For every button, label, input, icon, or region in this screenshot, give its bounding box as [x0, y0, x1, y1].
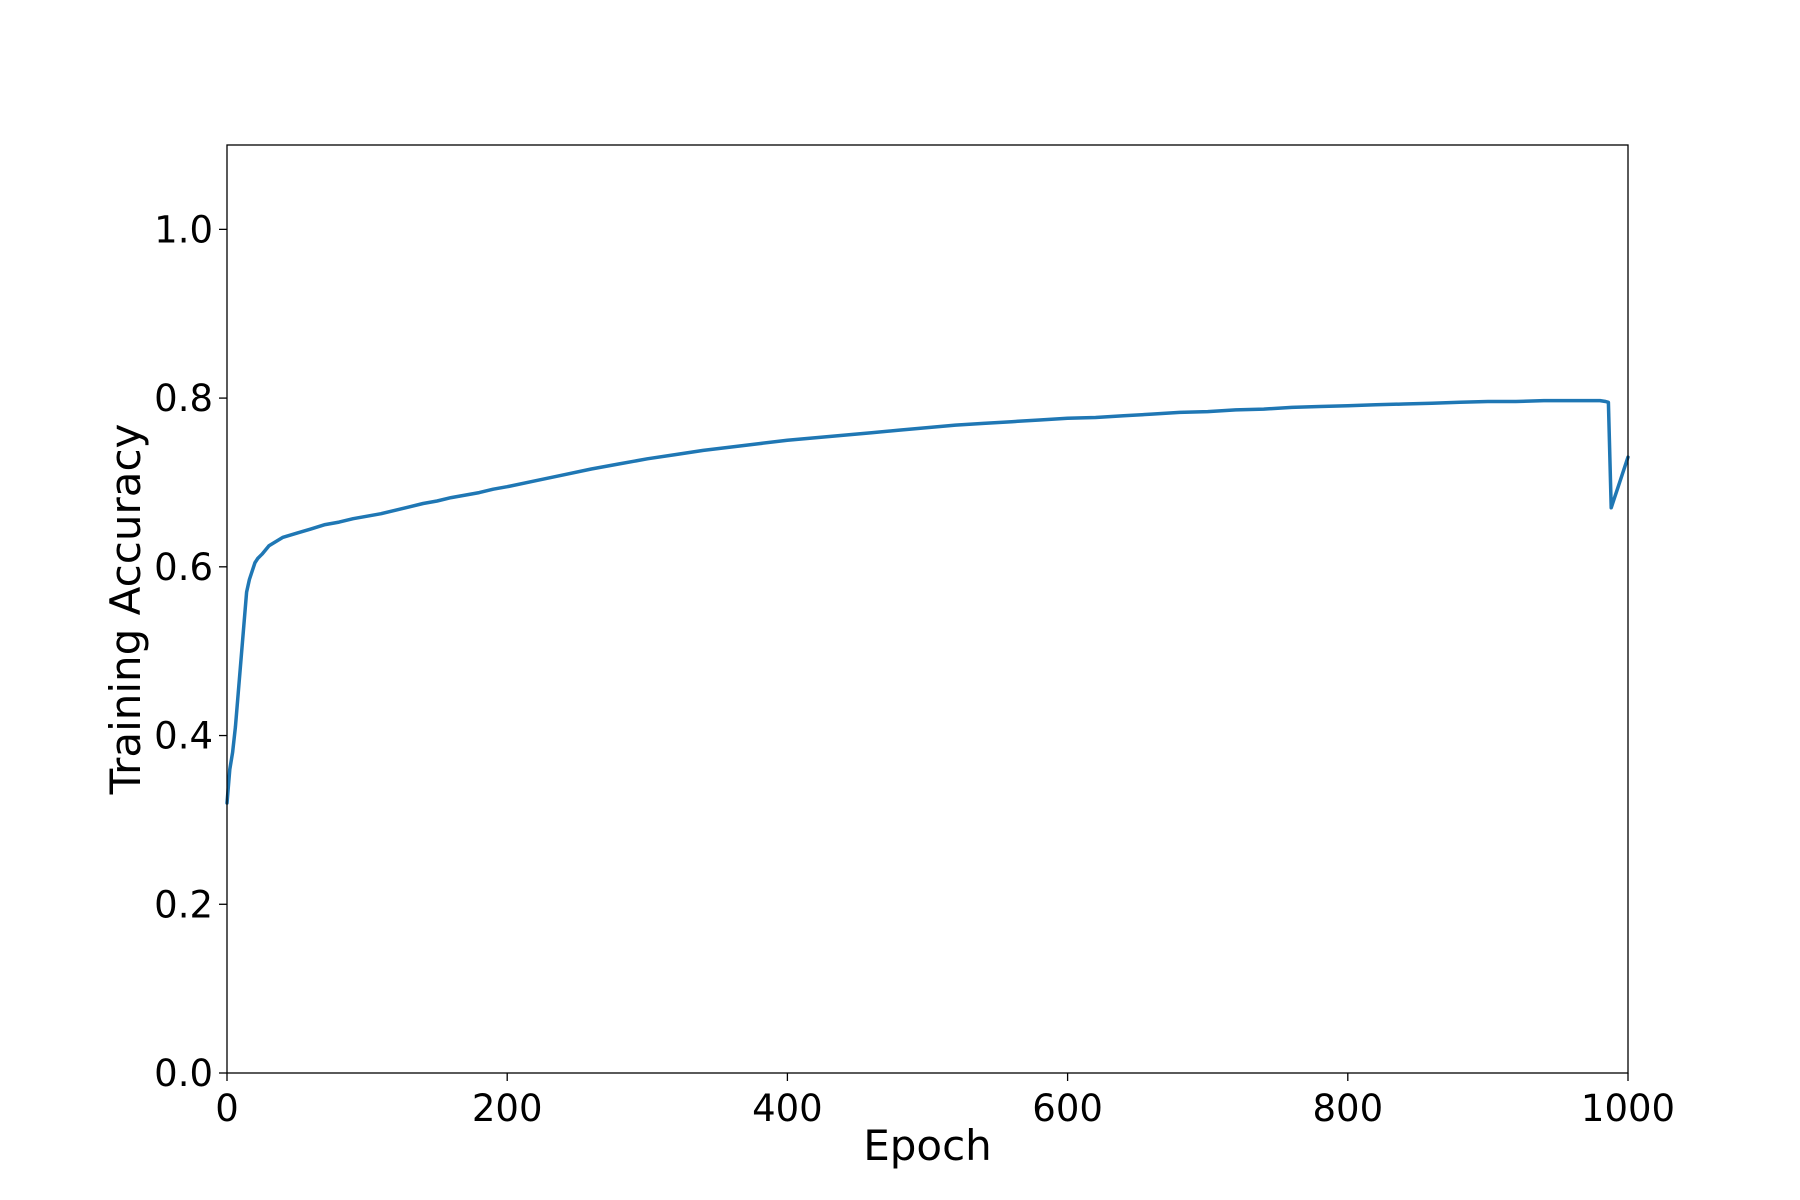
x-tick-label: 400 — [752, 1087, 823, 1130]
y-tick-label: 0.2 — [154, 883, 213, 926]
x-tick-label: 800 — [1312, 1087, 1383, 1130]
y-axis-title: Training Accuracy — [101, 424, 150, 796]
x-tick-label: 0 — [215, 1087, 239, 1130]
x-axis-title: Epoch — [863, 1121, 992, 1170]
x-tick-label: 1000 — [1581, 1087, 1675, 1130]
x-tick-label: 200 — [472, 1087, 543, 1130]
y-tick-label: 1.0 — [154, 208, 213, 251]
plot-frame — [226, 144, 1629, 1074]
y-tick-label: 0.4 — [154, 715, 213, 758]
training-accuracy-line — [225, 398, 1630, 805]
plot-background — [227, 145, 1628, 1073]
y-tick-label: 0.6 — [154, 546, 213, 589]
ticks-layer: 0 200 400 600 800 1000 0.0 0.2 0.4 0.6 0.8 1.0 — [154, 208, 1675, 1130]
y-tick-label: 0.0 — [154, 1052, 213, 1095]
y-tick-label: 0.8 — [154, 377, 213, 420]
x-tick-label: 600 — [1032, 1087, 1103, 1130]
